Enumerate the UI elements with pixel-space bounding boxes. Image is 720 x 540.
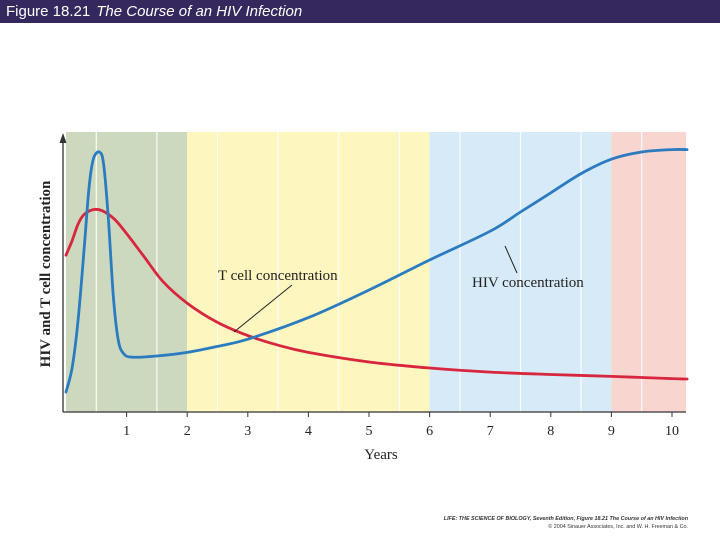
x-tick-label: 4 [305,424,312,439]
credit-line-1: LIFE: THE SCIENCE OF BIOLOGY, Seventh Ed… [443,516,688,522]
x-tick-label: 1 [123,424,130,439]
x-ticks: 1 2 3 4 5 6 7 8 9 10 [123,412,679,439]
x-tick-label: 7 [487,424,494,439]
x-tick-label: 5 [366,424,373,439]
phase-band-4 [611,132,686,412]
annotation-hiv-leader [504,245,518,274]
figure-caption: The Course of an HIV Infection [96,3,303,20]
x-axis-label: Years [364,447,398,463]
title-bar: Figure 18.21 The Course of an HIV Infecti… [0,0,720,23]
credit: LIFE: THE SCIENCE OF BIOLOGY, Seventh Ed… [444,515,688,531]
x-tick-label: 2 [184,424,191,439]
annotation-t-cell-leader [233,284,293,333]
credit-line-2: © 2004 Sinauer Associates, Inc. and W. H… [548,524,688,530]
y-axis-arrow [59,133,67,143]
x-tick-label: 9 [608,424,615,439]
annotation-hiv-label: HIV concentration [472,275,584,291]
annotation-t-cell-label: T cell concentration [218,268,338,284]
figure-number: Figure 18.21 [6,3,91,20]
axes [59,133,686,413]
x-tick-label: 10 [665,424,679,439]
series-lines [64,148,689,394]
y-axis-label: HIV and T cell concentration [38,180,54,367]
phase-bands [66,132,686,412]
t-cell-concentration-line [64,207,689,381]
x-tick-label: 6 [426,424,433,439]
hiv-concentration-line [64,148,689,394]
phase-band-1 [66,132,188,412]
x-tick-label: 3 [244,424,251,439]
x-tick-label: 8 [547,424,554,439]
annotations: T cell concentration HIV concentration [218,245,584,333]
